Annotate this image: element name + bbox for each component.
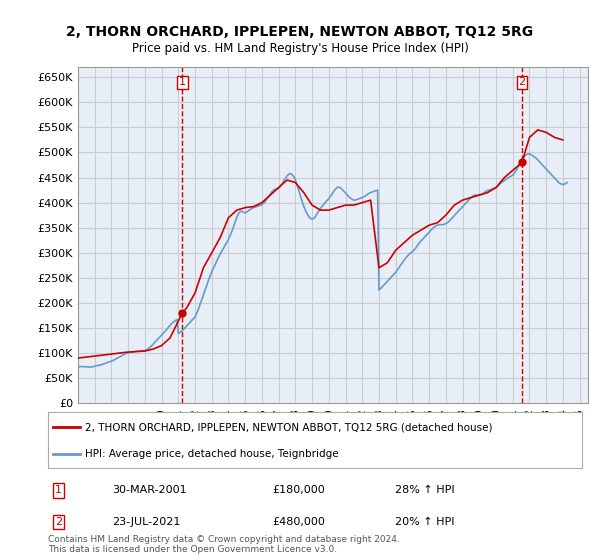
Text: 1: 1 <box>179 77 186 87</box>
Text: 20% ↑ HPI: 20% ↑ HPI <box>395 517 455 527</box>
Text: £480,000: £480,000 <box>272 517 325 527</box>
Text: £180,000: £180,000 <box>272 486 325 496</box>
Text: Price paid vs. HM Land Registry's House Price Index (HPI): Price paid vs. HM Land Registry's House … <box>131 42 469 55</box>
Text: 2, THORN ORCHARD, IPPLEPEN, NEWTON ABBOT, TQ12 5RG: 2, THORN ORCHARD, IPPLEPEN, NEWTON ABBOT… <box>67 25 533 39</box>
Text: 28% ↑ HPI: 28% ↑ HPI <box>395 486 455 496</box>
Text: 2: 2 <box>55 517 62 527</box>
Text: HPI: Average price, detached house, Teignbridge: HPI: Average price, detached house, Teig… <box>85 449 339 459</box>
Text: 2, THORN ORCHARD, IPPLEPEN, NEWTON ABBOT, TQ12 5RG (detached house): 2, THORN ORCHARD, IPPLEPEN, NEWTON ABBOT… <box>85 422 493 432</box>
Text: Contains HM Land Registry data © Crown copyright and database right 2024.
This d: Contains HM Land Registry data © Crown c… <box>48 535 400 554</box>
Text: 23-JUL-2021: 23-JUL-2021 <box>112 517 181 527</box>
Text: 1: 1 <box>55 486 62 496</box>
Text: 30-MAR-2001: 30-MAR-2001 <box>112 486 187 496</box>
Text: 2: 2 <box>518 77 526 87</box>
